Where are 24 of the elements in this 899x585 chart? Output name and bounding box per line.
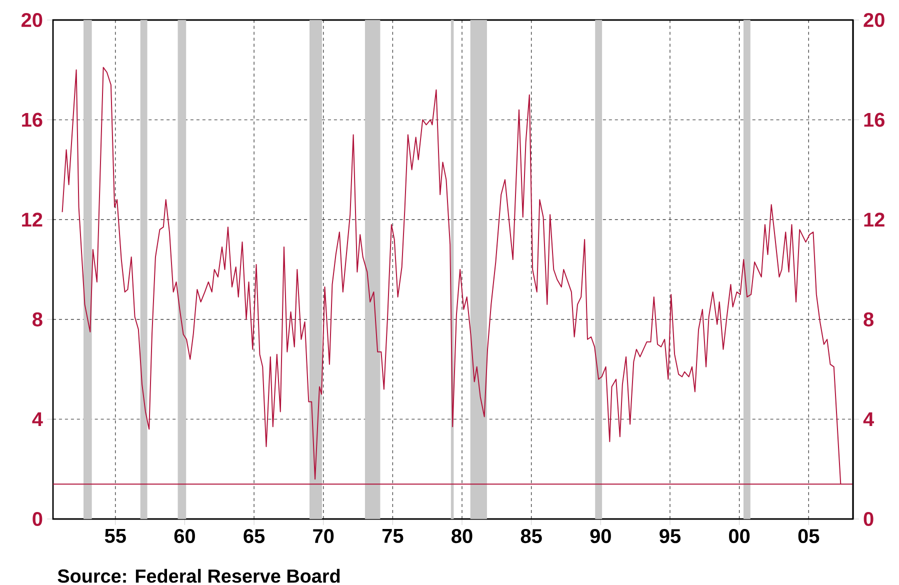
y2-tick-label: 8 <box>864 312 874 326</box>
y2-tick-label: 20 <box>864 12 884 28</box>
source-note: Source: Federal Reserve Board <box>58 568 340 583</box>
x-tick-label: 05 <box>798 529 820 544</box>
x-tick-label: 60 <box>174 529 195 544</box>
x-tick-label: 70 <box>313 529 334 544</box>
y2-tick-label: 12 <box>864 212 884 227</box>
x-tick-label: 95 <box>660 529 681 544</box>
y-tick-label: 12 <box>22 212 42 227</box>
y-tick-label: 20 <box>22 12 42 28</box>
y2-tick-label: 4 <box>863 412 874 426</box>
x-tick-label: 65 <box>244 529 265 544</box>
x-tick-label: 55 <box>104 529 126 543</box>
y-tick-label: 16 <box>22 112 42 127</box>
y-tick-label: 4 <box>32 412 43 426</box>
x-tick-label: 00 <box>729 529 750 544</box>
y2-tick-label: 16 <box>864 112 884 127</box>
x-tick-label: 75 <box>382 529 404 543</box>
y-tick-label: 8 <box>32 312 42 326</box>
y2-tick-label: 0 <box>864 512 874 526</box>
x-tick-label: 90 <box>590 529 611 544</box>
x-tick-label: 80 <box>452 529 472 544</box>
x-tick-label: 85 <box>520 529 542 544</box>
y-tick-label: 0 <box>32 512 42 526</box>
